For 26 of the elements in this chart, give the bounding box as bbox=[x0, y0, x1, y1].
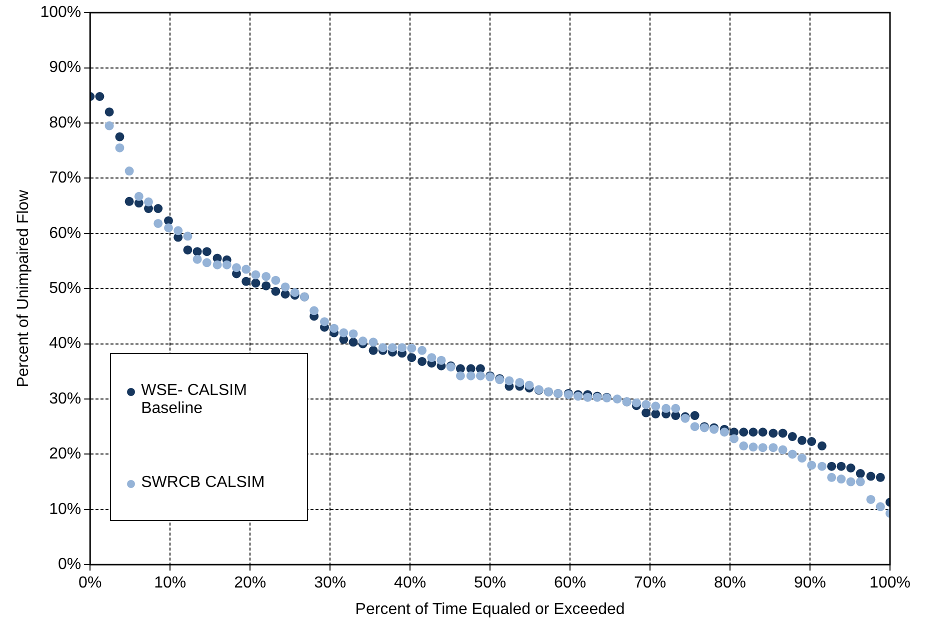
x-tick-label: 0% bbox=[78, 574, 102, 592]
y-tick-label: 60% bbox=[49, 224, 82, 242]
y-tick-label: 90% bbox=[49, 59, 82, 76]
y-tick-label: 50% bbox=[49, 280, 82, 298]
x-tick-label: 90% bbox=[794, 574, 826, 592]
x-tick-label: 40% bbox=[394, 574, 426, 592]
x-tick-label: 70% bbox=[634, 574, 666, 592]
y-axis-title: Percent of Unimpaired Flow bbox=[15, 189, 32, 388]
x-tick-label: 80% bbox=[714, 574, 746, 592]
x-tick-label: 60% bbox=[554, 574, 586, 592]
y-tick-label: 30% bbox=[49, 390, 82, 408]
x-tick-label: 100% bbox=[870, 574, 910, 592]
x-tick-label: 50% bbox=[474, 574, 506, 592]
y-tick-label: 20% bbox=[49, 446, 82, 463]
x-tick-label: 20% bbox=[234, 574, 266, 592]
y-tick-label: 40% bbox=[49, 335, 82, 352]
legend-label: WSE- CALSIM Baseline bbox=[141, 382, 248, 418]
y-tick-label: 0% bbox=[58, 556, 82, 574]
x-axis-title: Percent of Time Equaled or Exceeded bbox=[355, 600, 625, 618]
x-tick-label: 10% bbox=[154, 574, 186, 592]
y-tick-label: 100% bbox=[40, 4, 82, 22]
y-tick-label: 80% bbox=[49, 114, 82, 132]
legend-label: SWRCB CALSIM bbox=[141, 474, 266, 492]
y-tick-label: 70% bbox=[49, 170, 82, 187]
x-tick-label: 30% bbox=[314, 574, 346, 592]
y-tick-label: 10% bbox=[49, 500, 82, 518]
